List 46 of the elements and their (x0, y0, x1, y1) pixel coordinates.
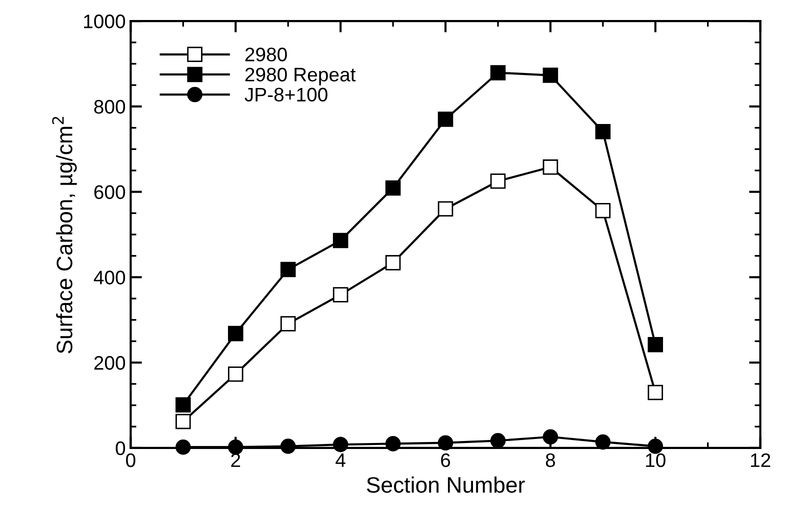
x-tick-label: 8 (546, 453, 555, 468)
point (595, 434, 611, 450)
point (280, 316, 296, 332)
point (490, 433, 506, 448)
legend-label: JP-8+100 (244, 88, 328, 102)
point (176, 414, 191, 430)
y-tick-label: 600 (94, 185, 126, 200)
point (332, 232, 348, 248)
point (648, 337, 664, 352)
point (176, 397, 191, 412)
y-tick-label: 800 (94, 100, 126, 114)
point (595, 124, 611, 140)
point (648, 384, 664, 400)
x-axis-title: Section Number (366, 476, 525, 493)
point (332, 436, 348, 452)
x-tick-label: 12 (750, 453, 770, 467)
point (280, 438, 296, 454)
point (228, 439, 244, 455)
point (228, 326, 244, 342)
point (385, 436, 401, 452)
point (176, 439, 191, 455)
point (542, 68, 558, 83)
x-tick-label: 4 (336, 454, 346, 467)
legend-label: 2980 Repeat (245, 68, 356, 86)
point (490, 65, 506, 80)
x-tick-label: 6 (441, 453, 450, 468)
point (332, 287, 348, 302)
point (542, 429, 558, 444)
point (490, 174, 506, 189)
y-tick-label: 0 (116, 441, 126, 456)
point (280, 262, 296, 278)
point (385, 180, 401, 196)
y-axis-title: Surface Carbon, µg/cm$^{2}$ (52, 116, 77, 354)
x-tick-label: 0 (126, 453, 136, 468)
point (595, 202, 611, 218)
x-tick-label: 10 (646, 453, 666, 468)
y-tick-label: 200 (94, 356, 126, 370)
legend-label: 2980 (245, 48, 287, 62)
point (542, 159, 558, 175)
point (438, 112, 454, 127)
point (385, 255, 401, 270)
point (438, 201, 454, 217)
y-tick-label: 1000 (84, 14, 126, 28)
point (438, 435, 454, 450)
y-tick-label: 400 (94, 270, 126, 284)
point (228, 366, 244, 382)
